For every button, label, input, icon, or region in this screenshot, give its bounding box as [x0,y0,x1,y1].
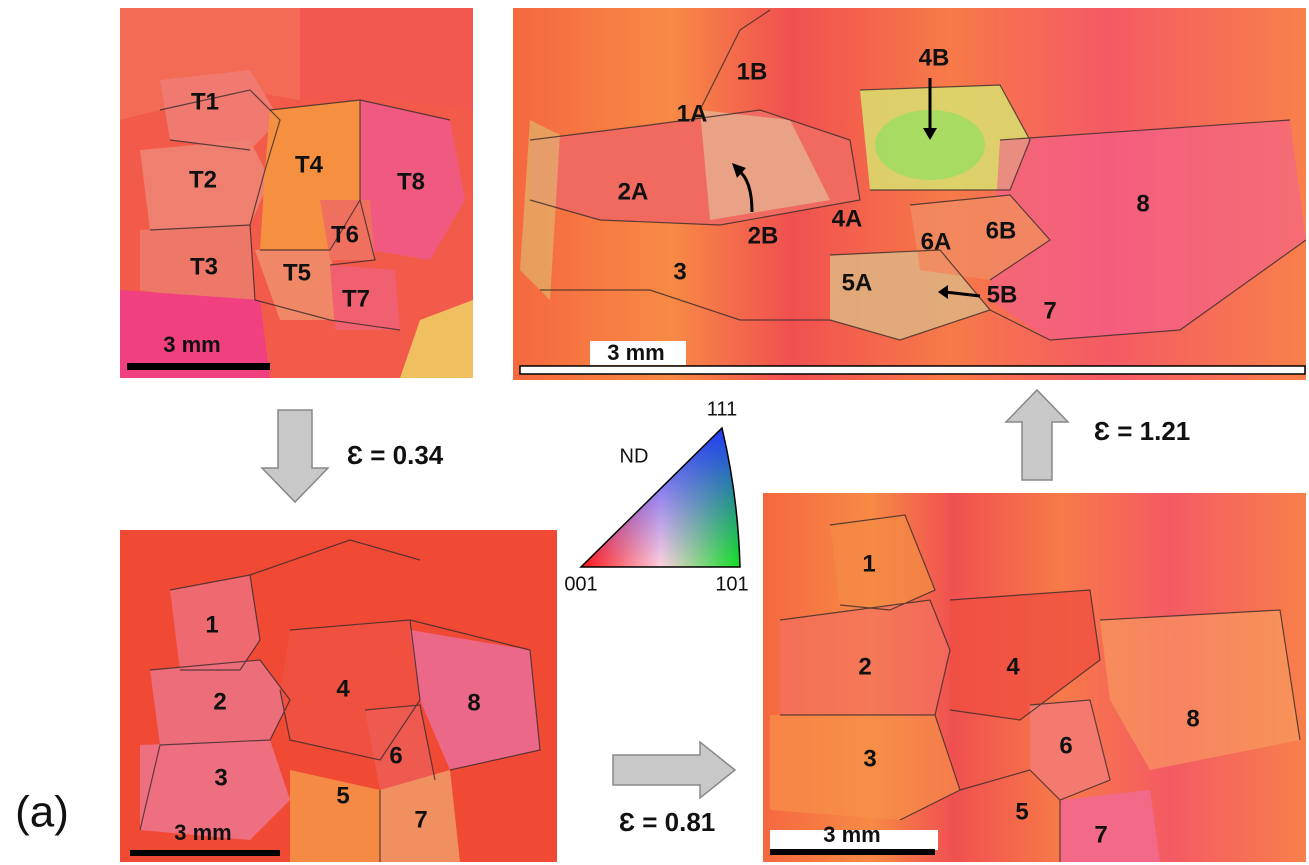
strain-label: Ɛ = 0.34 [347,440,444,470]
grain-label: 5 [1015,798,1028,825]
grain-label: T7 [342,285,370,312]
grain-label: 2 [858,653,871,680]
grain-label: 8 [467,689,480,716]
grain-label: 8 [1136,190,1149,217]
figure: ND 111 001 101 Ɛ = 0.34 Ɛ = 0.81 Ɛ = 1.2… [0,0,1309,865]
map-081 [763,493,1306,862]
grain-label: 3 [863,745,876,772]
grain-label: 1A [677,100,708,127]
grain-label: 2A [618,178,649,205]
scale-bar [520,366,1305,374]
scale-bar [130,850,280,856]
legend-corner: 111 [707,398,737,420]
grain-label: 4A [832,205,863,232]
grain-label: 7 [414,806,427,833]
scale-bar-label: 3 mm [607,340,664,365]
grain-label: 8 [1186,705,1199,732]
grain-label: 4B [919,44,950,71]
grain-label: T2 [189,166,217,193]
grain-label: 5A [842,269,873,296]
grain-label: 1B [737,58,768,85]
grain-label: T1 [191,88,219,115]
grain-label: 4 [336,675,350,702]
panel-label: (a) [15,788,69,837]
grain-label: 5B [987,281,1018,308]
grain-label: 6B [986,217,1017,244]
grain-label: 2B [748,222,779,249]
grain-label: T3 [190,253,218,280]
grain-label: 6 [1059,732,1072,759]
grain-label: 7 [1094,821,1107,848]
grain-label: 1 [862,550,875,577]
scale-bar-label: 3 mm [163,332,220,357]
grain-label: T8 [397,168,425,195]
legend-corner: 101 [715,573,748,595]
strain-label: Ɛ = 0.81 [619,807,716,837]
grain-label: 2 [213,688,226,715]
grain-label: 4 [1006,653,1020,680]
strain-label: Ɛ = 1.21 [1094,416,1191,446]
scale-bar [770,849,935,855]
grain-label: 7 [1043,297,1056,324]
grain-label: 5 [336,782,349,809]
legend-axis: ND [620,445,649,467]
grain-label: T6 [331,221,359,248]
grain-label: 3 [673,258,686,285]
grain-label: 3 [214,764,227,791]
grain-label: 6A [921,228,952,255]
scale-bar-label: 3 mm [823,822,880,847]
scale-bar [127,363,270,370]
scale-bar-label: 3 mm [174,820,231,845]
ipf-legend [581,428,740,567]
legend-corner: 001 [564,573,597,595]
grain-label: T5 [283,259,311,286]
grain-label: T4 [295,151,324,178]
grain-label: 1 [205,611,218,638]
grain-label: 6 [389,742,402,769]
